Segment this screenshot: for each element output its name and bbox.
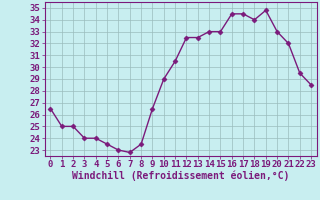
X-axis label: Windchill (Refroidissement éolien,°C): Windchill (Refroidissement éolien,°C): [72, 171, 290, 181]
